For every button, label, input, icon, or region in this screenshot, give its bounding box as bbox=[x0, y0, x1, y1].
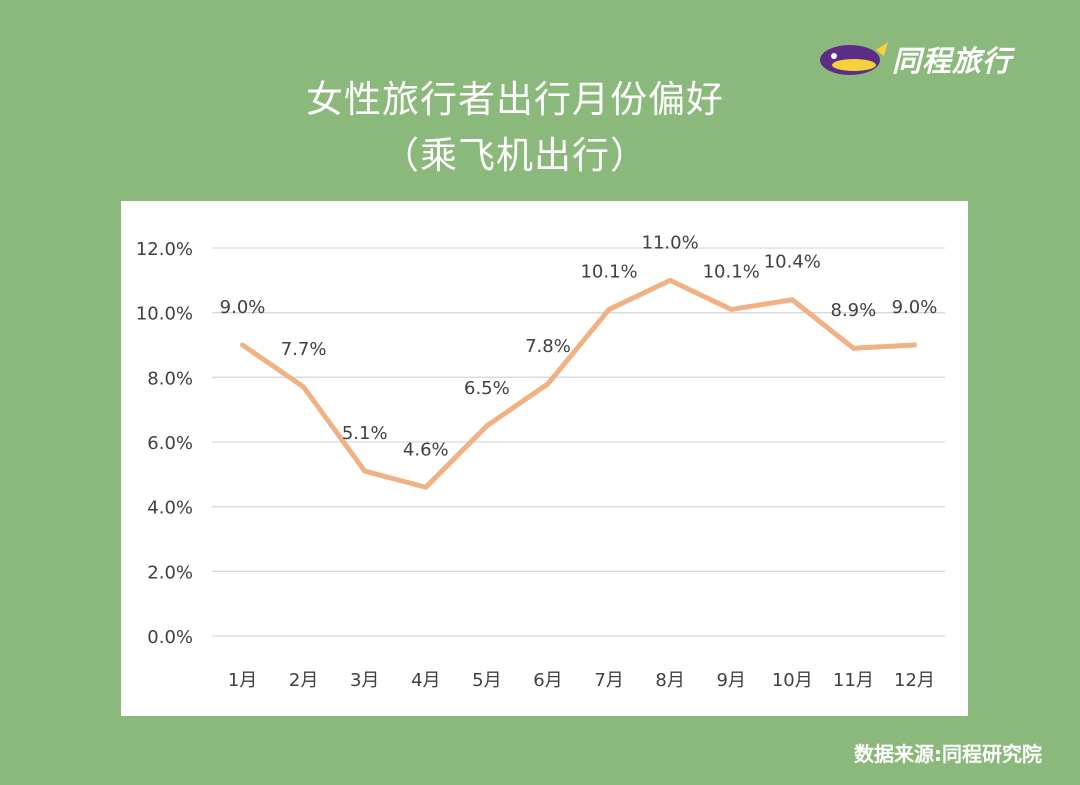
chart-title-line1: 女性旅行者出行月份偏好 bbox=[306, 78, 724, 121]
x-tick-label: 12月 bbox=[894, 670, 935, 691]
y-tick-label: 2.0% bbox=[147, 562, 193, 583]
data-label: 11.0% bbox=[642, 232, 699, 253]
y-tick-label: 4.0% bbox=[147, 498, 193, 519]
x-tick-label: 1月 bbox=[228, 670, 257, 691]
x-tick-label: 11月 bbox=[833, 670, 874, 691]
data-label: 9.0% bbox=[892, 297, 938, 318]
data-point bbox=[606, 306, 612, 312]
data-point bbox=[667, 277, 673, 283]
x-tick-label: 2月 bbox=[289, 670, 318, 691]
data-point bbox=[423, 484, 429, 490]
y-tick-label: 10.0% bbox=[136, 304, 193, 325]
chart-panel: 0.0% 2.0% 4.0% 6.0% 8.0% 10.0% 12.0% 1月 2月 3月 4月 5月… bbox=[121, 201, 968, 716]
data-label: 10.1% bbox=[580, 261, 637, 282]
series-line bbox=[240, 277, 917, 490]
data-point bbox=[362, 468, 368, 474]
brand-logo: 同程旅行 bbox=[818, 36, 1048, 82]
x-tick-label: 8月 bbox=[655, 670, 684, 691]
data-label: 7.7% bbox=[281, 339, 327, 360]
line-chart: 0.0% 2.0% 4.0% 6.0% 8.0% 10.0% 12.0% 1月 2月 3月 4月 5月… bbox=[136, 232, 945, 691]
data-label: 9.0% bbox=[220, 297, 266, 318]
y-tick-label: 8.0% bbox=[147, 368, 193, 389]
data-point bbox=[545, 381, 551, 387]
brand-name: 同程旅行 bbox=[892, 44, 1013, 78]
data-label: 6.5% bbox=[464, 378, 510, 399]
y-tick-label: 12.0% bbox=[136, 239, 193, 260]
chart-title-line2: （乘飞机出行） bbox=[382, 134, 648, 177]
data-source: 数据来源:同程研究院 bbox=[854, 742, 1042, 766]
x-tick-label: 5月 bbox=[472, 670, 501, 691]
x-tick-label: 10月 bbox=[772, 670, 813, 691]
data-label: 5.1% bbox=[342, 423, 388, 444]
data-point bbox=[789, 297, 795, 303]
data-label: 8.9% bbox=[831, 300, 877, 321]
chart-title: 女性旅行者出行月份偏好 （乘飞机出行） bbox=[0, 72, 1030, 184]
x-tick-label: 3月 bbox=[350, 670, 379, 691]
data-label: 10.4% bbox=[764, 252, 821, 273]
x-tick-label: 6月 bbox=[533, 670, 562, 691]
data-point bbox=[484, 423, 490, 429]
data-point bbox=[911, 342, 917, 348]
data-point bbox=[301, 384, 307, 390]
data-point bbox=[850, 345, 856, 351]
x-tick-label: 7月 bbox=[594, 670, 623, 691]
data-point bbox=[728, 306, 734, 312]
y-tick-label: 6.0% bbox=[147, 433, 193, 454]
y-tick-label: 0.0% bbox=[147, 627, 193, 648]
data-label: 7.8% bbox=[525, 336, 571, 357]
x-tick-label: 4月 bbox=[411, 670, 440, 691]
x-tick-label: 9月 bbox=[716, 670, 745, 691]
data-point bbox=[240, 342, 246, 348]
data-label: 10.1% bbox=[703, 261, 760, 282]
brand-whale-icon bbox=[820, 42, 888, 75]
data-label: 4.6% bbox=[403, 439, 449, 460]
